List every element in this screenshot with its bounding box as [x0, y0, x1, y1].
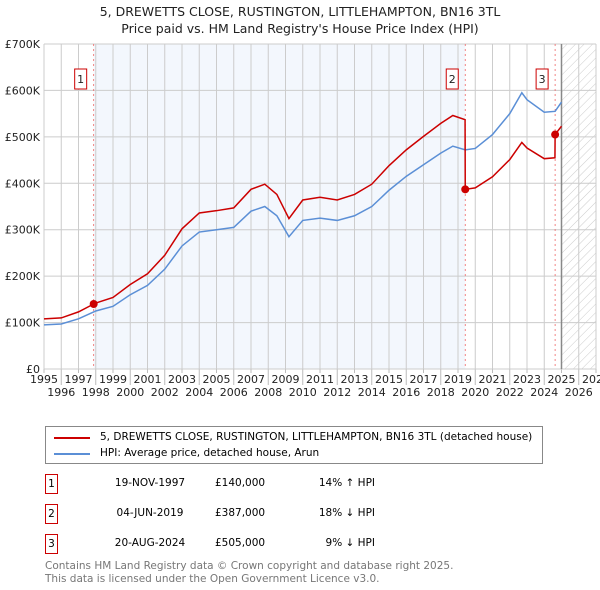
- ownership-shade: [93, 44, 466, 369]
- y-tick-label: £300K: [5, 224, 41, 237]
- sale-hpi-diff: 18% ↓ HPI: [318, 507, 375, 519]
- x-tick-label: 2004: [185, 386, 213, 399]
- sale-label-box: [74, 68, 88, 90]
- y-tick-label: £200K: [5, 270, 41, 283]
- x-tick-label: 1999: [99, 373, 127, 386]
- y-tick-label: £700K: [5, 38, 41, 51]
- x-tick-label: 2020: [461, 386, 489, 399]
- sale-price: £505,000: [215, 537, 266, 549]
- x-tick-label: 2002: [151, 386, 179, 399]
- sale-number-box: 2: [45, 504, 58, 524]
- x-tick-label: 2025: [548, 373, 576, 386]
- sale-row: 1 19-NOV-1997 £140,000 14% ↑ HPI: [45, 474, 445, 494]
- x-tick-label: 2013: [341, 373, 369, 386]
- sale-price: £387,000: [215, 507, 266, 519]
- x-tick-label: 2014: [358, 386, 386, 399]
- plot-area: 1995199619971998199920002001200220032004…: [5, 38, 600, 399]
- sale-label-number: 2: [449, 73, 456, 86]
- x-tick-label: 2017: [410, 373, 438, 386]
- x-tick-label: 2010: [289, 386, 317, 399]
- x-tick-label: 2009: [272, 373, 300, 386]
- x-tick-label: 2003: [168, 373, 196, 386]
- sale-date: 04-JUN-2019: [116, 507, 184, 519]
- x-tick-label: 2023: [513, 373, 541, 386]
- x-tick-label: 2027: [582, 373, 600, 386]
- x-tick-label: 2015: [375, 373, 403, 386]
- y-tick-label: £600K: [5, 84, 41, 97]
- x-tick-label: 2018: [427, 386, 455, 399]
- y-tick-label: £500K: [5, 131, 41, 144]
- sale-label-box: [445, 68, 459, 90]
- sale-point: [461, 185, 470, 194]
- x-tick-label: 2011: [306, 373, 334, 386]
- x-tick-label: 2012: [323, 386, 351, 399]
- x-tick-label: 2024: [530, 386, 558, 399]
- sale-row: 3 20-AUG-2024 £505,000 9% ↓ HPI: [45, 534, 445, 554]
- sale-price: £140,000: [215, 477, 266, 489]
- chart-subtitle: Price paid vs. HM Land Registry's House …: [121, 21, 479, 36]
- sale-label-number: 1: [77, 73, 84, 86]
- sale-point: [551, 130, 560, 139]
- legend-label-property: 5, DREWETTS CLOSE, RUSTINGTON, LITTLEHAM…: [100, 431, 533, 443]
- x-tick-label: 2021: [479, 373, 507, 386]
- sale-hpi-diff: 9% ↓ HPI: [325, 537, 375, 549]
- chart-title: 5, DREWETTS CLOSE, RUSTINGTON, LITTLEHAM…: [99, 4, 501, 19]
- legend-swatch-red: [54, 436, 90, 439]
- hpi-line: [43, 91, 563, 326]
- sale-point: [89, 300, 98, 308]
- x-tick-label: 1998: [82, 386, 110, 399]
- footer: Contains HM Land Registry data © Crown c…: [45, 560, 453, 586]
- y-tick-label: £100K: [5, 317, 41, 330]
- x-tick-label: 2008: [254, 386, 282, 399]
- footer-line-1: Contains HM Land Registry data © Crown c…: [45, 560, 454, 572]
- legend-swatch-blue: [54, 452, 90, 455]
- y-tick-label: £400K: [5, 177, 41, 190]
- x-tick-label: 2016: [392, 386, 420, 399]
- sale-number-box: 3: [45, 534, 58, 554]
- legend: 5, DREWETTS CLOSE, RUSTINGTON, LITTLEHAM…: [45, 426, 543, 464]
- sale-number-box: 1: [45, 474, 58, 494]
- x-tick-label: 2022: [496, 386, 524, 399]
- property-price-line: [43, 114, 563, 320]
- sale-label-box: [535, 68, 549, 90]
- x-tick-label: 2005: [203, 373, 231, 386]
- sale-label-number: 3: [539, 73, 546, 86]
- x-tick-label: 2026: [565, 386, 593, 399]
- sale-date: 19-NOV-1997: [114, 477, 186, 489]
- x-tick-label: 2006: [220, 386, 248, 399]
- y-tick-label: £0: [26, 363, 40, 376]
- x-tick-label: 1997: [65, 373, 93, 386]
- x-tick-label: 2000: [116, 386, 144, 399]
- footer-line-2: This data is licensed under the Open Gov…: [45, 573, 380, 585]
- sale-row: 2 04-JUN-2019 £387,000 18% ↓ HPI: [45, 504, 445, 524]
- x-tick-label: 2001: [134, 373, 162, 386]
- sale-hpi-diff: 14% ↑ HPI: [318, 477, 375, 489]
- x-tick-label: 2019: [444, 373, 472, 386]
- x-tick-label: 2007: [237, 373, 265, 386]
- sale-date: 20-AUG-2024: [114, 537, 186, 549]
- x-tick-label: 1996: [47, 386, 75, 399]
- legend-label-hpi: HPI: Average price, detached house, Arun: [100, 447, 320, 459]
- x-tick-label: 1995: [30, 373, 58, 386]
